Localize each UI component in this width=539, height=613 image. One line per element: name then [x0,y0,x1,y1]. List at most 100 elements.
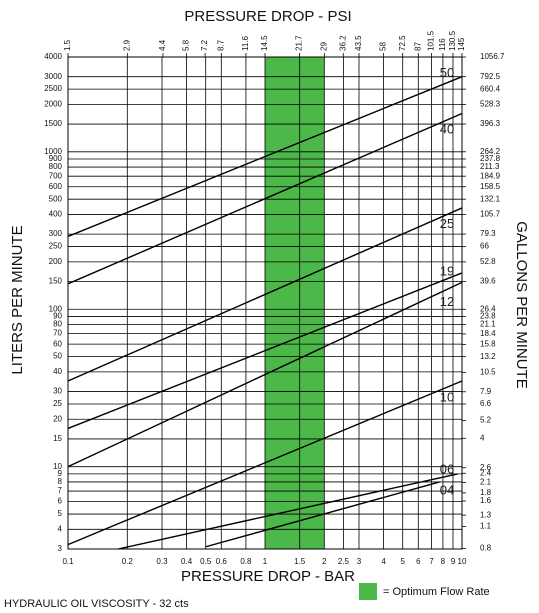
x2-tick-label: 58 [379,42,388,51]
viscosity-line [67,281,463,468]
y-tick-label: 8 [58,477,63,486]
y2-tick-label: 66 [480,242,489,251]
y-tick-label: 3 [58,544,63,553]
x-tick-label: 0.4 [181,557,193,566]
y2-tick-label: 396.3 [480,119,501,128]
y-tick-label: 250 [49,242,63,251]
x2-tick-label: 7.2 [200,39,209,51]
y-tick-label: 20 [53,414,62,423]
x-tick-label: 0.5 [200,557,212,566]
y2-tick-label: 1.6 [480,496,492,505]
y-tick-label: 7 [58,486,63,495]
y-tick-label: 600 [49,182,63,191]
y-tick-label: 70 [53,329,62,338]
series-label: 12 [440,294,454,309]
y-tick-label: 50 [53,352,62,361]
y2-tick-label: 792.5 [480,72,501,81]
x-tick-label: 0.6 [216,557,228,566]
y2-tick-label: 158.5 [480,182,501,191]
optimum-band [265,57,325,549]
y-tick-label: 1500 [44,119,62,128]
y2-tick-label: 79.3 [480,229,496,238]
y2-tick-label: 15.8 [480,339,496,348]
y-tick-label: 6 [58,497,63,506]
x-tick-label: 2 [322,557,327,566]
y2-tick-label: 105.7 [480,210,501,219]
y-tick-label: 2000 [44,100,62,109]
x-tick-label: 9 [451,557,456,566]
y2-axis-title: GALLONS PER MINUTE [513,221,530,389]
y2-tick-label: 13.2 [480,352,496,361]
y2-tick-label: 39.6 [480,277,496,286]
series-label: 06 [440,462,454,477]
y2-tick-label: 7.9 [480,387,492,396]
x2-tick-label: 43.5 [354,35,363,51]
y2-tick-label: 1.8 [480,488,492,497]
x-tick-label: 2.5 [338,557,350,566]
y-tick-label: 15 [53,434,62,443]
y2-tick-label: 1056.7 [480,52,505,61]
y-tick-label: 80 [53,320,62,329]
x-tick-label: 8 [441,557,446,566]
y-tick-label: 9 [58,469,63,478]
y-tick-label: 3000 [44,72,62,81]
y2-tick-label: 660.4 [480,84,501,93]
viscosity-line [67,207,463,382]
x-tick-label: 7 [429,557,434,566]
viscosity-line [205,481,440,548]
y-axis-title: LITERS PER MINUTE [9,225,26,374]
series-label: 04 [440,482,454,497]
y2-tick-label: 1.1 [480,522,492,531]
y2-tick-label: 10.5 [480,367,496,376]
x2-tick-label: 29 [319,42,328,51]
x-axis-title: PRESSURE DROP - BAR [181,568,355,585]
y-tick-label: 90 [53,312,62,321]
series-label: 40 [440,121,454,136]
x-tick-label: 1 [263,557,268,566]
x2-tick-label: 11.6 [241,35,250,51]
x-tick-label: 4 [381,557,386,566]
y-tick-label: 700 [49,171,63,180]
y2-tick-label: 23.8 [480,311,496,320]
x2-tick-label: 36.2 [338,35,347,51]
y-tick-label: 2500 [44,84,62,93]
y2-tick-label: 237.8 [480,154,501,163]
x2-tick-label: 130.5 [448,30,457,51]
x-tick-label: 0.8 [240,557,252,566]
x2-tick-label: 1.5 [63,39,72,51]
x2-tick-label: 14.5 [260,35,269,51]
x2-tick-label: 87 [413,42,422,51]
x2-tick-label: 101.5 [427,30,436,51]
y-tick-label: 200 [49,257,63,266]
y2-tick-label: 1.3 [480,510,492,519]
series-label: 19 [440,263,454,278]
x-tick-label: 0.1 [62,557,74,566]
y2-tick-label: 211.3 [480,162,500,171]
y2-tick-label: 528.3 [480,100,501,109]
x2-tick-label: 4.4 [158,39,167,51]
x-tick-label: 5 [400,557,405,566]
series-label: 50 [440,65,454,80]
x-tick-label: 0.2 [122,557,134,566]
viscosity-line [67,112,463,285]
y-tick-label: 500 [49,194,63,203]
y2-tick-label: 5.2 [480,415,492,424]
y2-tick-label: 4 [480,433,485,442]
y2-tick-label: 2.6 [480,463,492,472]
y-tick-label: 150 [49,277,63,286]
plot-frame [67,56,463,550]
y2-tick-label: 52.8 [480,257,496,266]
x2-tick-label: 5.8 [182,39,191,51]
y2-tick-label: 26.4 [480,304,496,313]
legend-swatch [359,583,377,600]
x-tick-label: 0.3 [156,557,168,566]
x2-tick-label: 8.7 [216,39,225,51]
series-label: 25 [440,216,454,231]
x2-tick-label: 116 [438,38,447,51]
footnote: HYDRAULIC OIL VISCOSITY - 32 cts [4,598,189,610]
viscosity-line [118,473,458,550]
y-tick-label: 100 [49,304,63,313]
x2-tick-label: 145 [457,37,466,51]
viscosity-line [67,76,463,238]
